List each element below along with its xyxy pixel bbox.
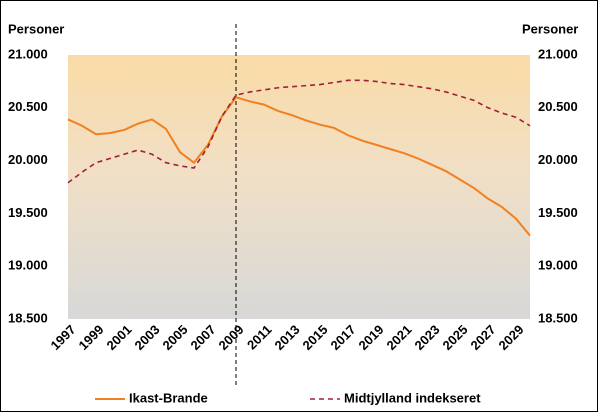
y-tick-label: 21.000 bbox=[8, 46, 48, 61]
y2-tick-label: 19.000 bbox=[538, 258, 578, 273]
y-axis-title: Personer bbox=[8, 21, 64, 36]
y2-tick-label: 18.500 bbox=[538, 310, 578, 325]
series-line bbox=[67, 96, 531, 237]
y-tick-label: 19.500 bbox=[8, 205, 48, 220]
y2-axis-title: Personer bbox=[522, 21, 578, 36]
y-tick-label: 20.500 bbox=[8, 99, 48, 114]
y-tick-label: 20.000 bbox=[8, 152, 48, 167]
plot-area bbox=[68, 55, 530, 319]
legend-label: Ikast-Brande bbox=[129, 390, 208, 405]
legend-label: Midtjylland indekseret bbox=[344, 390, 481, 405]
y2-tick-label: 19.500 bbox=[538, 205, 578, 220]
series-line bbox=[67, 79, 531, 184]
y2-tick-label: 21.000 bbox=[538, 46, 578, 61]
y2-tick-label: 20.000 bbox=[538, 152, 578, 167]
y2-tick-label: 20.500 bbox=[538, 99, 578, 114]
y-tick-label: 19.000 bbox=[8, 258, 48, 273]
y-tick-label: 18.500 bbox=[8, 310, 48, 325]
